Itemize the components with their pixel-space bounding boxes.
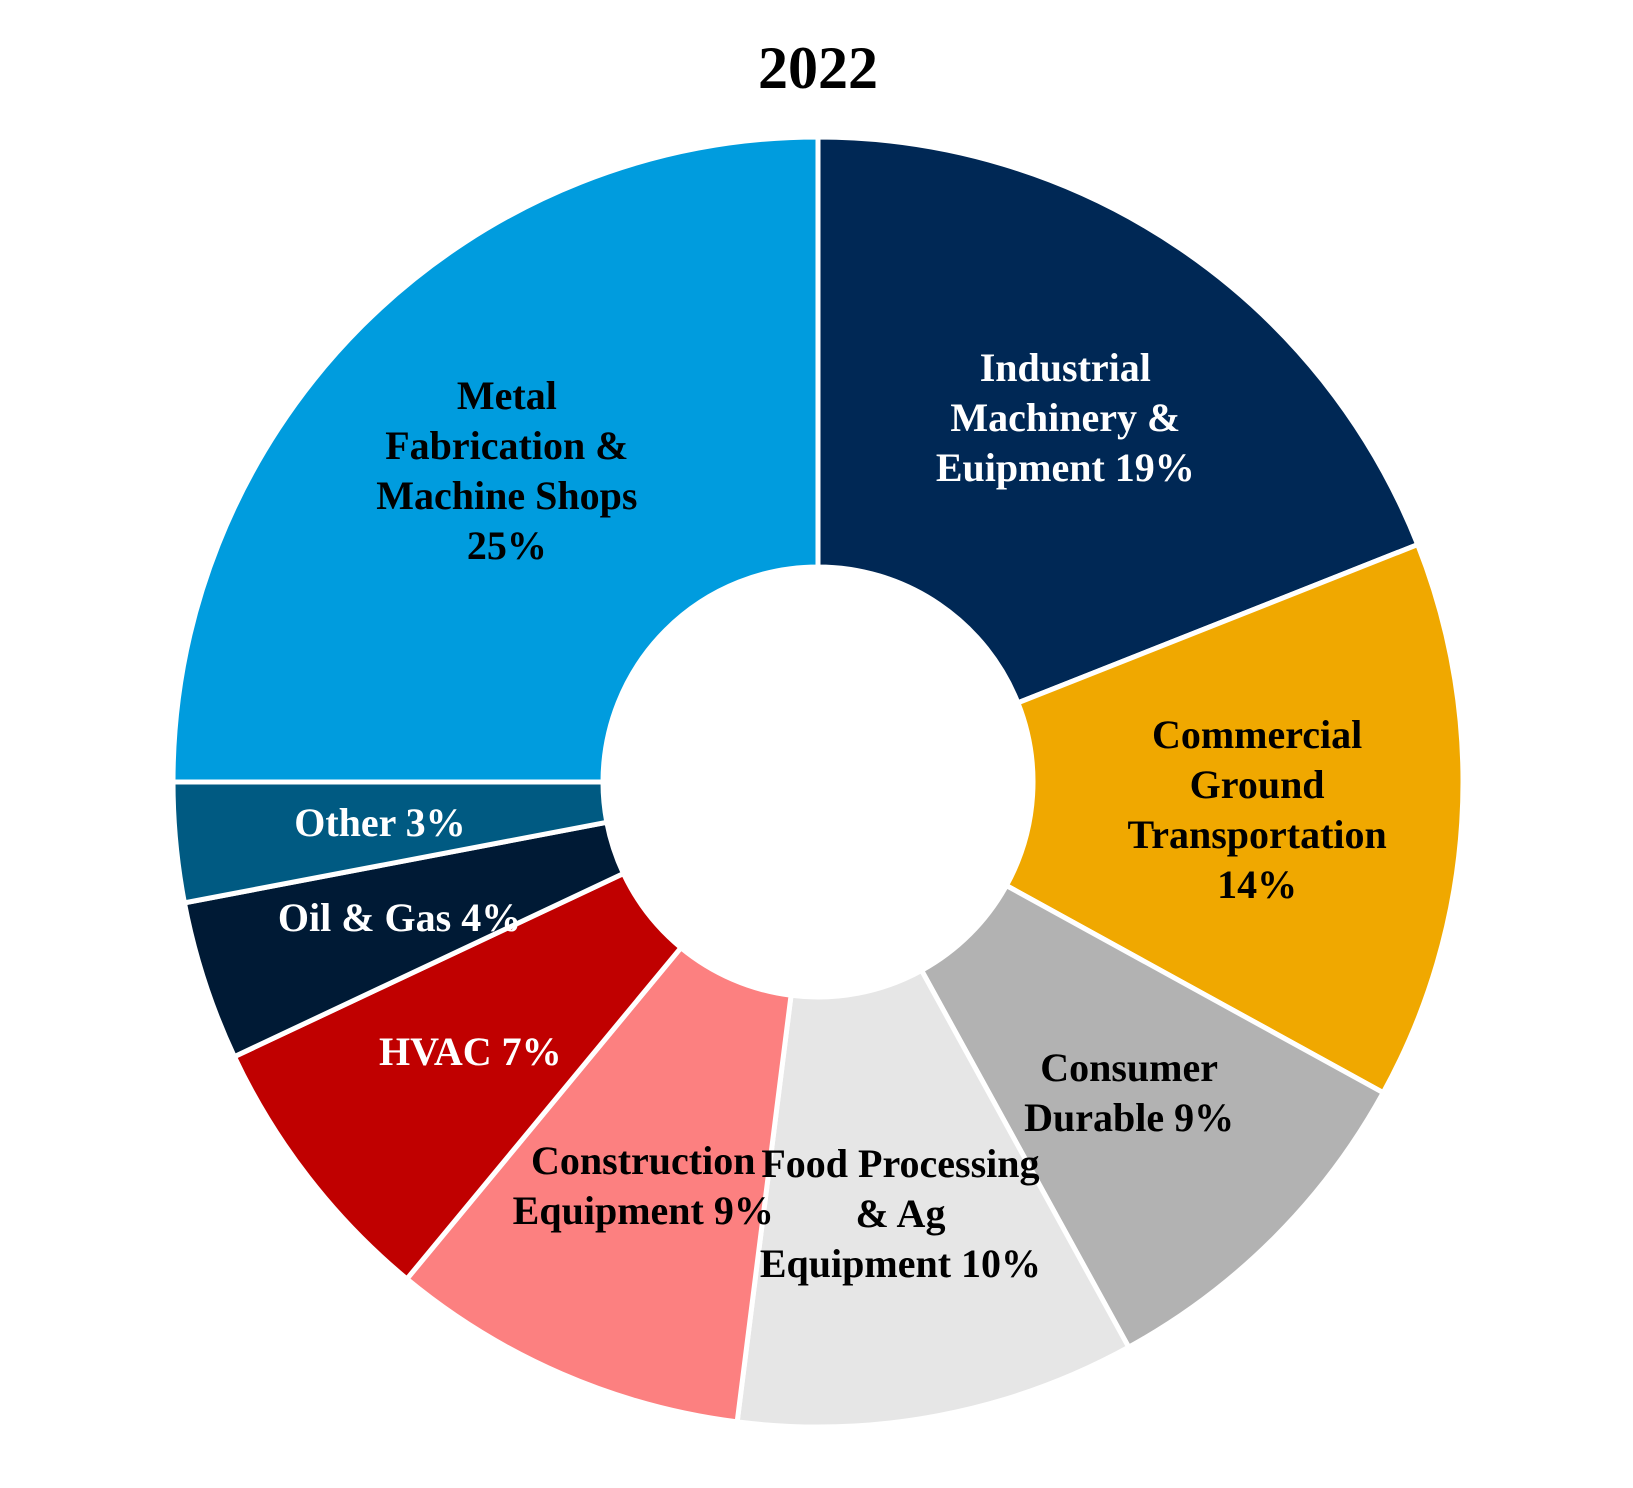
donut-slice <box>231 870 685 1283</box>
donut-slice <box>1003 541 1466 1097</box>
chart-title: 2022 <box>758 35 878 101</box>
category-label: Oil & Gas <box>277 894 452 940</box>
category-label: Industrial Machinery & Euipment <box>935 345 1181 491</box>
donut-slice <box>918 882 1387 1351</box>
slice-label: Consumer Durable 9% <box>984 1043 1274 1143</box>
category-label: Consumer Durable <box>1024 1045 1219 1141</box>
value-label: 4% <box>461 894 522 940</box>
slice-label: Metal Fabrication & Machine Shops 25% <box>362 371 652 571</box>
value-label: 10% <box>961 1241 1042 1287</box>
slice-label: Industrial Machinery & Euipment 19% <box>920 343 1210 493</box>
donut-slice <box>734 967 1133 1430</box>
category-label: Commercial Ground Transportation <box>1127 711 1387 857</box>
donut-slice <box>815 134 1421 707</box>
donut-slice <box>170 134 821 785</box>
category-label: Construction Equipment <box>512 1137 756 1233</box>
slice-label: Other 3% <box>235 798 525 848</box>
category-label: Other <box>294 800 396 846</box>
value-label: 9% <box>1174 1095 1235 1141</box>
donut-slice <box>403 944 794 1425</box>
value-label: 14% <box>1217 861 1298 907</box>
value-label: 25% <box>466 522 547 568</box>
slice-label: HVAC 7% <box>325 1027 615 1077</box>
value-label: 3% <box>405 800 466 846</box>
category-label: HVAC <box>379 1028 492 1074</box>
category-label: Metal Fabrication & Machine Shops <box>376 372 638 518</box>
value-label: 9% <box>713 1187 774 1233</box>
slice-label: Food Processing & Ag Equipment 10% <box>755 1139 1045 1289</box>
category-label: Food Processing & Ag Equipment <box>759 1141 1040 1287</box>
slice-label: Construction Equipment 9% <box>498 1136 788 1236</box>
slice-label: Commercial Ground Transportation 14% <box>1112 710 1402 910</box>
value-label: 7% <box>501 1028 562 1074</box>
slice-label: Oil & Gas 4% <box>255 893 545 943</box>
value-label: 19% <box>1114 445 1195 491</box>
